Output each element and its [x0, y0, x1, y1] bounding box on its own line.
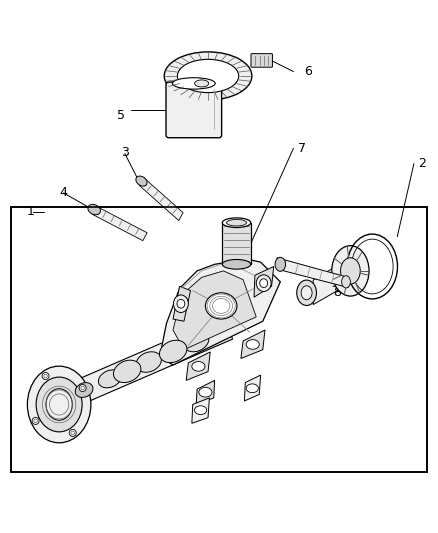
Ellipse shape — [222, 218, 251, 228]
Polygon shape — [139, 177, 183, 221]
Ellipse shape — [301, 286, 312, 300]
Polygon shape — [313, 258, 350, 304]
Ellipse shape — [192, 361, 205, 371]
Text: 8: 8 — [333, 286, 341, 299]
Polygon shape — [254, 266, 274, 297]
FancyBboxPatch shape — [166, 82, 222, 138]
Ellipse shape — [332, 246, 369, 296]
Polygon shape — [192, 398, 209, 423]
Ellipse shape — [246, 384, 258, 393]
Bar — [11, 207, 427, 472]
Text: 3: 3 — [121, 146, 129, 159]
Ellipse shape — [159, 340, 187, 362]
Ellipse shape — [194, 406, 207, 415]
Ellipse shape — [226, 220, 247, 226]
Polygon shape — [160, 258, 280, 365]
Text: 4: 4 — [60, 185, 67, 198]
Ellipse shape — [75, 383, 93, 398]
Polygon shape — [173, 286, 191, 321]
Ellipse shape — [275, 257, 286, 271]
Polygon shape — [196, 381, 215, 405]
Text: 1: 1 — [26, 205, 34, 218]
Polygon shape — [92, 206, 147, 241]
Ellipse shape — [99, 370, 121, 388]
Circle shape — [42, 373, 49, 379]
Ellipse shape — [136, 352, 161, 372]
Ellipse shape — [199, 387, 212, 397]
Circle shape — [79, 384, 86, 392]
Ellipse shape — [194, 80, 209, 87]
Polygon shape — [186, 352, 210, 381]
Ellipse shape — [46, 389, 72, 420]
Bar — [11, 207, 427, 472]
Ellipse shape — [27, 366, 91, 443]
Ellipse shape — [184, 331, 209, 352]
Polygon shape — [223, 223, 251, 264]
Text: 7: 7 — [298, 142, 306, 155]
Ellipse shape — [256, 275, 271, 292]
Ellipse shape — [113, 360, 141, 383]
Circle shape — [81, 386, 85, 390]
Polygon shape — [241, 330, 265, 359]
Ellipse shape — [136, 176, 147, 186]
Polygon shape — [79, 317, 233, 401]
Ellipse shape — [222, 260, 251, 269]
Ellipse shape — [173, 78, 215, 89]
Circle shape — [34, 419, 37, 423]
Ellipse shape — [205, 293, 237, 319]
Polygon shape — [244, 375, 261, 401]
Ellipse shape — [88, 204, 100, 215]
Circle shape — [69, 430, 76, 437]
Ellipse shape — [177, 300, 185, 308]
Ellipse shape — [260, 279, 268, 287]
Circle shape — [71, 431, 74, 435]
Ellipse shape — [36, 377, 82, 432]
Ellipse shape — [341, 258, 360, 284]
Text: 5: 5 — [117, 109, 125, 122]
Ellipse shape — [164, 52, 252, 100]
Circle shape — [44, 374, 47, 378]
Polygon shape — [173, 271, 256, 350]
Ellipse shape — [297, 280, 316, 305]
Polygon shape — [277, 258, 348, 287]
Text: 2: 2 — [418, 157, 426, 170]
Ellipse shape — [246, 340, 259, 349]
FancyBboxPatch shape — [251, 54, 272, 67]
Circle shape — [32, 417, 39, 424]
Ellipse shape — [342, 276, 350, 288]
Ellipse shape — [173, 295, 188, 312]
Ellipse shape — [177, 59, 239, 93]
Text: 6: 6 — [304, 65, 312, 78]
